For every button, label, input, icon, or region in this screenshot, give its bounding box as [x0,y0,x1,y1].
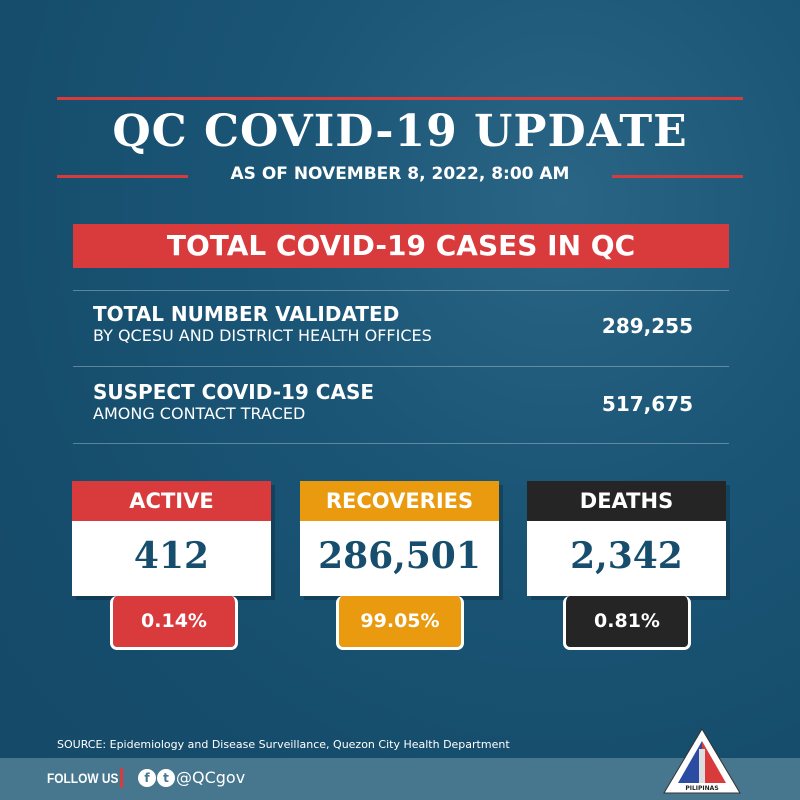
card-value: 2,342 [570,535,683,577]
row-value: 289,255 [601,314,693,338]
subtitle-rule-right [612,175,743,178]
top-rule [57,97,743,100]
follow-us-label: FOLLOW US [47,770,119,786]
page-title: QC COVID-19 UPDATE [112,106,688,157]
row-value: 517,675 [601,392,693,416]
card-deaths: DEATHS 2,342 [527,481,726,596]
row-label: SUSPECT COVID-19 CASE [93,380,375,404]
facebook-icon[interactable]: f [138,769,156,787]
card-active: ACTIVE 412 [72,481,271,596]
qc-seal-logo: PILIPINAS [663,728,741,794]
recoveries-percent: 99.05% [336,596,464,650]
card-value: 412 [133,535,210,577]
divider [73,290,729,291]
card-value: 286,501 [318,535,481,577]
active-percent: 0.14% [110,596,238,650]
subtitle-rule-left [57,175,188,178]
twitter-icon[interactable]: t [157,769,175,787]
card-label: ACTIVE [72,481,271,521]
svg-text:PILIPINAS: PILIPINAS [685,785,718,792]
row-sublabel: AMONG CONTACT TRACED [93,404,306,423]
section-banner: TOTAL COVID-19 CASES IN QC [73,224,729,268]
stat-row-suspect: SUSPECT COVID-19 CASE AMONG CONTACT TRAC… [93,380,703,423]
card-recoveries: RECOVERIES 286,501 [300,481,499,596]
source-note: SOURCE: Epidemiology and Disease Surveil… [57,738,510,751]
divider [73,443,729,444]
row-label: TOTAL NUMBER VALIDATED [93,302,400,326]
footer-separator [120,768,123,788]
card-label: DEATHS [527,481,726,521]
deaths-percent: 0.81% [563,596,691,650]
page-subtitle: AS OF NOVEMBER 8, 2022, 8:00 AM [230,164,570,184]
stat-row-validated: TOTAL NUMBER VALIDATED BY QCESU AND DIST… [93,302,703,345]
card-label: RECOVERIES [300,481,499,521]
divider [73,366,729,367]
row-sublabel: BY QCESU AND DISTRICT HEALTH OFFICES [93,326,432,345]
social-handle[interactable]: @QCgov [176,768,246,787]
